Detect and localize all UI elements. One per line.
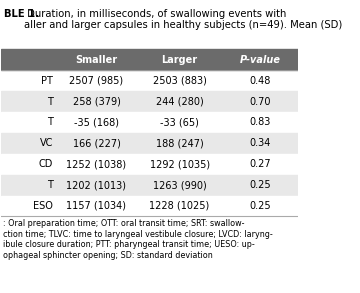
Text: 1202 (1013): 1202 (1013) — [67, 180, 126, 190]
Bar — [1, 133, 298, 154]
Bar — [1, 175, 298, 195]
Text: BLE 1.: BLE 1. — [4, 9, 40, 19]
Text: PT: PT — [41, 76, 53, 86]
Text: 258 (379): 258 (379) — [72, 96, 120, 107]
Text: T: T — [48, 117, 53, 127]
Text: 0.25: 0.25 — [249, 201, 271, 211]
Text: : Oral preparation time; OTT: oral transit time; SRT: swallow-
ction time; TLVC:: : Oral preparation time; OTT: oral trans… — [3, 219, 273, 260]
Text: T: T — [48, 96, 53, 107]
Text: T: T — [48, 180, 53, 190]
Text: -35 (168): -35 (168) — [74, 117, 119, 127]
Text: Larger: Larger — [162, 55, 198, 65]
Text: 2507 (985): 2507 (985) — [69, 76, 123, 86]
Text: 244 (280): 244 (280) — [156, 96, 203, 107]
Text: 2503 (883): 2503 (883) — [153, 76, 207, 86]
Text: Smaller: Smaller — [75, 55, 117, 65]
Bar — [1, 91, 298, 112]
Text: Duration, in milliseconds, of swallowing events with
aller and larger capsules i: Duration, in milliseconds, of swallowing… — [24, 9, 342, 30]
Bar — [1, 112, 298, 133]
Text: 0.70: 0.70 — [249, 96, 271, 107]
Text: 166 (227): 166 (227) — [72, 138, 120, 148]
Text: P-value: P-value — [239, 55, 280, 65]
Text: 0.25: 0.25 — [249, 180, 271, 190]
Bar — [1, 70, 298, 91]
Bar — [1, 49, 298, 70]
Text: -33 (65): -33 (65) — [160, 117, 199, 127]
Text: 1252 (1038): 1252 (1038) — [66, 159, 126, 169]
Text: 1157 (1034): 1157 (1034) — [67, 201, 126, 211]
Text: 1228 (1025): 1228 (1025) — [149, 201, 210, 211]
Bar — [1, 195, 298, 217]
Bar — [1, 154, 298, 175]
Text: 188 (247): 188 (247) — [156, 138, 203, 148]
Text: 0.27: 0.27 — [249, 159, 271, 169]
Text: 0.48: 0.48 — [249, 76, 270, 86]
Text: 0.83: 0.83 — [249, 117, 270, 127]
Text: 1292 (1035): 1292 (1035) — [149, 159, 210, 169]
Text: 0.34: 0.34 — [249, 138, 270, 148]
Text: 1263 (990): 1263 (990) — [153, 180, 207, 190]
Text: ESO: ESO — [33, 201, 53, 211]
Text: VC: VC — [40, 138, 53, 148]
Text: CD: CD — [39, 159, 53, 169]
